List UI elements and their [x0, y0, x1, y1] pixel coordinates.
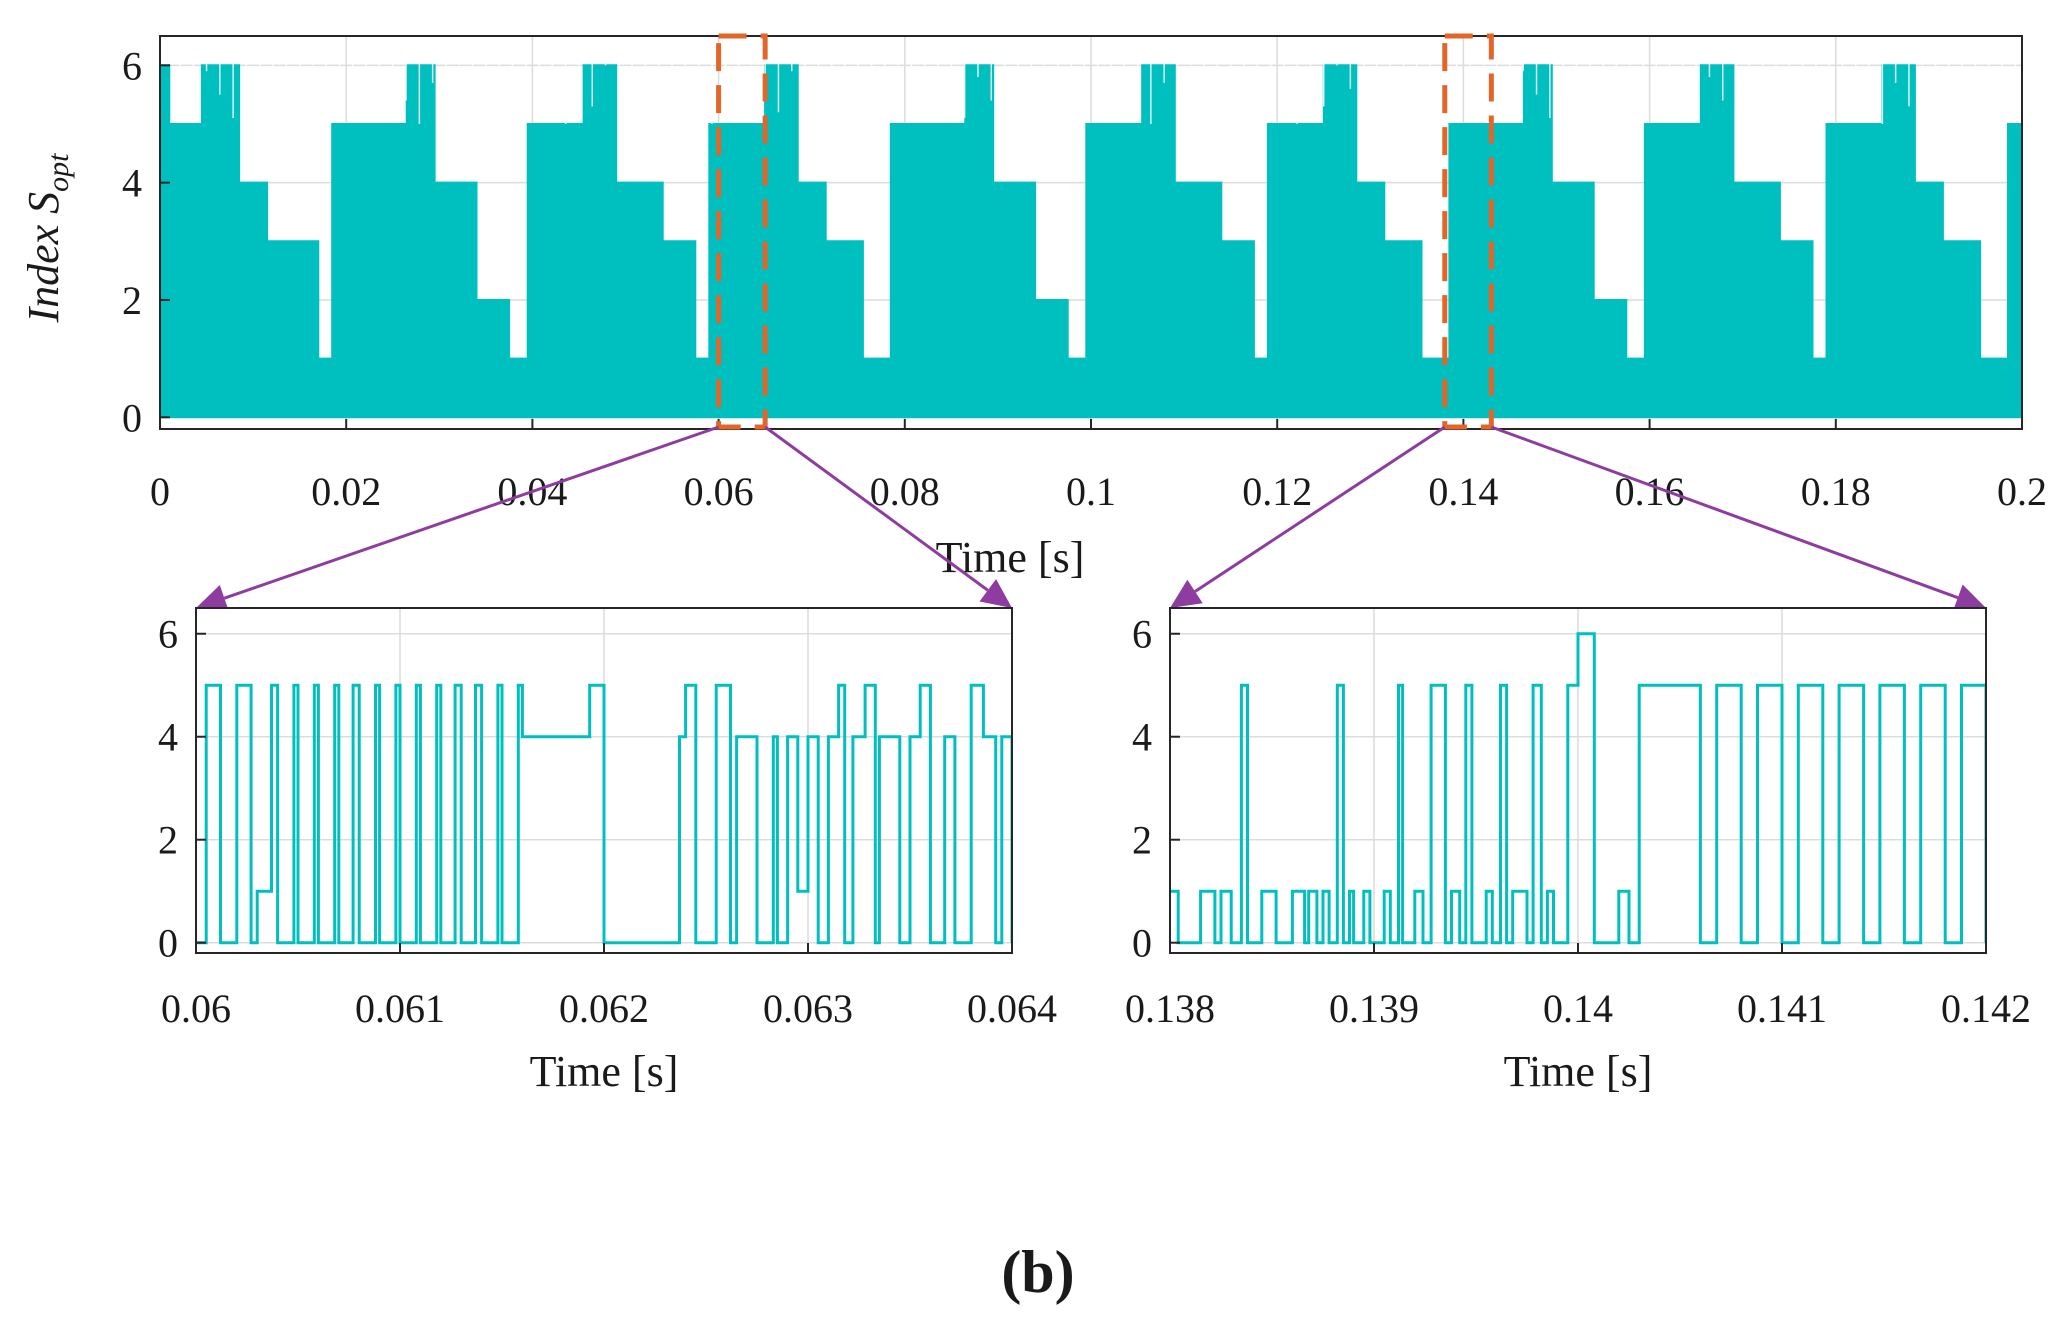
- zoom-left-chart: 0.06 0.061 0.062 0.063 0.064 0 2 4 6 Time [s]: [158, 607, 1057, 1096]
- x-tick-label: 0.12: [1242, 469, 1312, 514]
- highlight-regions: [716, 33, 1494, 430]
- zoom-arrow-head: [196, 584, 229, 612]
- y-tick-label: 2: [158, 818, 178, 863]
- y-tick-label: 6: [122, 43, 142, 88]
- zoom-arrow-head: [979, 578, 1012, 608]
- y-tick-label: 4: [158, 715, 178, 760]
- zoom-arrow-line: [223, 425, 720, 600]
- main-ticks: 00.020.040.060.080.10.120.140.160.180.20…: [122, 43, 2047, 514]
- zoom-right-chart: 0.138 0.139 0.14 0.141 0.142 0 2 4 6 Time [s]: [1125, 607, 2031, 1096]
- y-label-text: Index: [19, 214, 68, 324]
- x-tick-label: 0.1: [1066, 469, 1116, 514]
- y-tick-label: 2: [122, 278, 142, 323]
- zoom-arrow-line: [1490, 425, 1959, 600]
- zoom-left-ticks: 0.06 0.061 0.062 0.063 0.064 0 2 4 6: [158, 612, 1057, 1031]
- highlight-box: [716, 33, 768, 430]
- zoom-right-signal: [1170, 632, 1986, 945]
- main-chart: 00.020.040.060.080.10.120.140.160.180.20…: [19, 33, 2047, 582]
- y-tick-label: 6: [158, 612, 178, 657]
- index-step-line: [1170, 632, 1986, 945]
- y-tick-label: 4: [1132, 715, 1152, 760]
- y-tick-label: 2: [1132, 818, 1152, 863]
- y-tick-label: 0: [158, 921, 178, 966]
- y-label-subscript: opt: [42, 153, 75, 192]
- x-tick-label: 0.141: [1737, 986, 1827, 1031]
- figure-caption: (b): [1001, 1239, 1074, 1305]
- index-step-line: [196, 683, 1012, 945]
- zoom-arrow-head: [1953, 584, 1986, 611]
- x-tick-label: 0.139: [1329, 986, 1419, 1031]
- x-tick-label: 0.06: [161, 986, 231, 1031]
- main-y-axis-label: Index Sopt: [19, 153, 75, 324]
- zoom-right-x-axis-label: Time [s]: [1504, 1047, 1653, 1096]
- x-tick-label: 0.061: [355, 986, 445, 1031]
- y-tick-label: 6: [1132, 612, 1152, 657]
- x-tick-label: 0.064: [967, 986, 1057, 1031]
- y-tick-label: 4: [122, 161, 142, 206]
- x-tick-label: 0.2: [1997, 469, 2047, 514]
- x-tick-label: 0.02: [311, 469, 381, 514]
- x-tick-label: 0.06: [684, 469, 754, 514]
- x-tick-label: 0.14: [1428, 469, 1498, 514]
- x-tick-label: 0.142: [1941, 986, 2031, 1031]
- x-tick-label: 0: [150, 469, 170, 514]
- main-x-axis-label: Time [s]: [936, 533, 1085, 582]
- zoom-arrow-line: [764, 425, 989, 592]
- zoom-right-ticks: 0.138 0.139 0.14 0.141 0.142 0 2 4 6: [1125, 612, 2031, 1031]
- y-label-symbol: S: [19, 192, 68, 214]
- x-tick-label: 0.063: [763, 986, 853, 1031]
- x-tick-label: 0.14: [1543, 986, 1613, 1031]
- zoom-connectors: [196, 425, 1986, 612]
- highlight-box: [1442, 33, 1494, 430]
- y-tick-label: 0: [1132, 921, 1152, 966]
- x-tick-label: 0.062: [559, 986, 649, 1031]
- zoom-left-signal: [196, 683, 1012, 945]
- main-signal: [160, 36, 2022, 419]
- x-tick-label: 0.138: [1125, 986, 1215, 1031]
- zoom-arrow-head: [1170, 579, 1203, 608]
- x-tick-label: 0.18: [1801, 469, 1871, 514]
- x-tick-label: 0.08: [870, 469, 940, 514]
- y-tick-label: 0: [122, 395, 142, 440]
- index-envelope-area: [160, 64, 2022, 419]
- zoom-left-x-axis-label: Time [s]: [530, 1047, 679, 1096]
- zoom-arrow-line: [1194, 425, 1446, 593]
